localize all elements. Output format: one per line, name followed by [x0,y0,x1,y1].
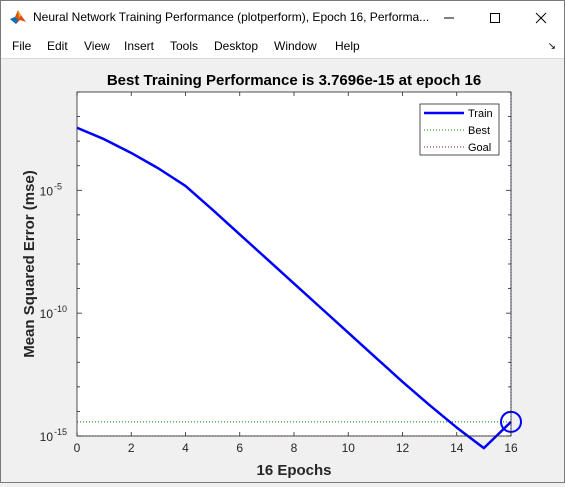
x-tick-label: 0 [74,441,81,455]
x-tick-label: 14 [450,441,464,455]
menu-file[interactable]: File [12,39,32,53]
y-tick-label: 10 [40,184,54,198]
menu-view[interactable]: View [84,39,110,53]
menu-bar: File Edit View Insert Tools Desktop Wind… [1,34,564,58]
legend-train-label: Train [468,108,493,120]
minimize-button[interactable] [426,1,472,34]
menu-desktop[interactable]: Desktop [214,39,259,53]
y-tick-exponent: -15 [54,427,67,437]
maximize-icon [490,12,500,23]
window-title: Neural Network Training Performance (plo… [33,10,430,24]
menu-separator [1,58,564,59]
title-bar[interactable]: Neural Network Training Performance (plo… [1,1,564,34]
x-tick-label: 4 [182,441,189,455]
train-line [76,126,512,450]
y-tick-label: 10 [40,430,54,444]
menu-edit[interactable]: Edit [47,39,68,53]
x-tick-label: 12 [396,441,410,455]
y-tick-label: 10 [40,307,54,321]
maximize-button[interactable] [472,1,518,34]
close-icon [535,12,547,23]
x-axis-label: 16 Epochs [256,462,331,479]
legend[interactable]: Train Best Goal [419,103,500,156]
x-tick-label: 6 [236,441,243,455]
legend-best-label: Best [468,125,490,137]
y-tick-exponent: -5 [54,181,62,191]
minimize-icon [444,17,454,18]
menu-insert[interactable]: Insert [124,39,155,53]
x-tick-label: 16 [504,441,518,455]
x-tick-label: 8 [291,441,298,455]
menu-help[interactable]: Help [335,39,360,53]
chart-title: Best Training Performance is 3.7696e-15 … [107,72,481,89]
x-tick-label: 2 [128,441,135,455]
x-tick-label: 10 [342,441,356,455]
matlab-logo-icon [10,10,26,24]
close-button[interactable] [518,1,564,34]
dock-arrow-icon[interactable]: ↘ [547,41,556,52]
figure-area: 0 2 4 6 8 10 12 14 16 10 -5 10 -10 10 -15 Best Traini… [1,59,564,482]
x-axis: 0 2 4 6 8 10 12 14 16 [74,92,518,455]
y-axis-label: Mean Squared Error (mse) [21,170,38,358]
menu-tools[interactable]: Tools [170,39,199,53]
legend-goal-label: Goal [468,142,491,154]
y-tick-exponent: -10 [54,304,67,314]
menu-window[interactable]: Window [274,39,317,53]
